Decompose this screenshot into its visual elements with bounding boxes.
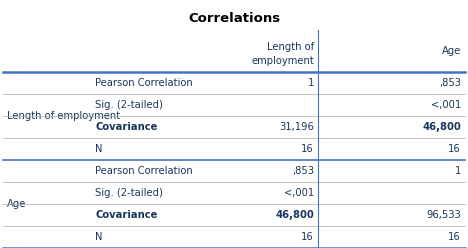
Text: Correlations: Correlations	[188, 12, 280, 25]
Text: 46,800: 46,800	[422, 122, 461, 132]
Text: 16: 16	[448, 144, 461, 154]
Text: Length of employment: Length of employment	[7, 111, 120, 121]
Text: N: N	[95, 232, 102, 242]
Text: 16: 16	[448, 232, 461, 242]
Text: Covariance: Covariance	[95, 122, 157, 132]
Text: Sig. (2-tailed): Sig. (2-tailed)	[95, 100, 163, 110]
Text: 1: 1	[307, 78, 314, 88]
Text: N: N	[95, 144, 102, 154]
Text: Pearson Correlation: Pearson Correlation	[95, 166, 193, 176]
Text: <,001: <,001	[431, 100, 461, 110]
Text: 46,800: 46,800	[275, 210, 314, 220]
Text: 16: 16	[301, 232, 314, 242]
Text: Pearson Correlation: Pearson Correlation	[95, 78, 193, 88]
Text: 96,533: 96,533	[426, 210, 461, 220]
Text: <,001: <,001	[284, 188, 314, 198]
Text: Age: Age	[7, 199, 26, 209]
Text: 1: 1	[454, 166, 461, 176]
Text: ,853: ,853	[439, 78, 461, 88]
Text: employment: employment	[251, 56, 314, 66]
Text: ,853: ,853	[292, 166, 314, 176]
Text: Length of: Length of	[267, 42, 314, 52]
Text: Sig. (2-tailed): Sig. (2-tailed)	[95, 188, 163, 198]
Text: 16: 16	[301, 144, 314, 154]
Text: 31,196: 31,196	[279, 122, 314, 132]
Text: Covariance: Covariance	[95, 210, 157, 220]
Text: Age: Age	[442, 46, 461, 56]
